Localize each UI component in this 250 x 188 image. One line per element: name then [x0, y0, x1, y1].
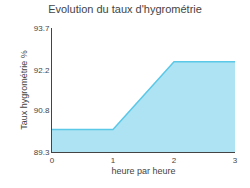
svg-text:93.7: 93.7 — [34, 24, 50, 33]
svg-text:Taux hygrométrie %: Taux hygrométrie % — [19, 50, 29, 130]
svg-text:89.3: 89.3 — [34, 148, 50, 157]
svg-text:Evolution du taux d'hygrométri: Evolution du taux d'hygrométrie — [48, 3, 202, 15]
svg-text:92.2: 92.2 — [34, 66, 50, 75]
svg-text:90.8: 90.8 — [34, 106, 50, 115]
svg-text:heure par heure: heure par heure — [111, 166, 175, 176]
svg-text:1: 1 — [111, 156, 116, 165]
svg-text:3: 3 — [233, 156, 238, 165]
svg-text:2: 2 — [172, 156, 177, 165]
svg-text:0: 0 — [50, 156, 55, 165]
